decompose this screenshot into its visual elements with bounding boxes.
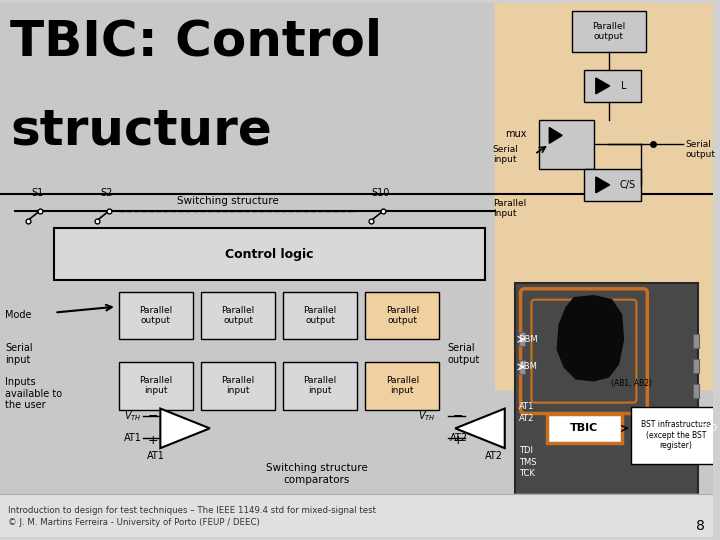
Text: Switching structure
comparators: Switching structure comparators — [266, 463, 368, 484]
Bar — [547, 414, 621, 443]
Text: Parallel
input: Parallel input — [386, 376, 419, 395]
Bar — [0, 494, 713, 537]
Text: TCK: TCK — [518, 469, 534, 478]
Text: TBIC: Control: TBIC: Control — [10, 18, 382, 66]
Bar — [365, 292, 439, 339]
Bar — [201, 292, 275, 339]
Text: Switching structure: Switching structure — [176, 195, 279, 206]
Text: AT1: AT1 — [146, 451, 164, 461]
Text: AT2: AT2 — [518, 414, 534, 423]
Text: Parallel
output: Parallel output — [592, 22, 625, 41]
Text: Parallel
output: Parallel output — [221, 306, 255, 325]
Text: ABM: ABM — [518, 362, 538, 372]
Text: Parallel
output: Parallel output — [304, 306, 337, 325]
Text: Parallel
input: Parallel input — [304, 376, 337, 395]
Text: TBIC: TBIC — [570, 423, 598, 434]
Text: Control logic: Control logic — [225, 248, 314, 261]
Text: Inputs
available to
the user: Inputs available to the user — [5, 377, 62, 410]
Polygon shape — [549, 127, 562, 143]
Text: Parallel
input: Parallel input — [139, 376, 173, 395]
Text: DBM: DBM — [518, 335, 539, 344]
Bar — [539, 119, 594, 169]
Text: Serial
input: Serial input — [5, 343, 32, 365]
Text: Mode: Mode — [5, 309, 32, 320]
Bar — [283, 362, 357, 409]
Text: AT2: AT2 — [485, 451, 503, 461]
Bar — [283, 292, 357, 339]
Text: S10: S10 — [372, 188, 390, 198]
Polygon shape — [596, 177, 610, 193]
Text: S1: S1 — [32, 188, 44, 198]
Text: +: + — [453, 434, 464, 447]
Text: (AB1, AB2): (AB1, AB2) — [611, 379, 652, 388]
Polygon shape — [455, 409, 505, 448]
Bar — [584, 70, 642, 102]
Text: Serial
output: Serial output — [447, 343, 480, 365]
Text: TDI: TDI — [518, 446, 533, 455]
Text: −: − — [453, 410, 464, 423]
Text: S2: S2 — [101, 188, 113, 198]
Text: TDO: TDO — [698, 424, 717, 433]
Bar — [631, 407, 720, 464]
Text: AT1: AT1 — [518, 402, 534, 411]
Text: $V_{TH}$: $V_{TH}$ — [418, 409, 436, 423]
Polygon shape — [596, 78, 610, 94]
Text: TMS: TMS — [518, 457, 536, 467]
Text: Serial
output: Serial output — [686, 139, 716, 159]
Bar — [584, 169, 642, 201]
Bar — [119, 362, 193, 409]
Text: Parallel
input: Parallel input — [493, 199, 526, 218]
Text: +: + — [148, 434, 158, 447]
Text: AT2: AT2 — [450, 433, 468, 443]
Bar — [518, 360, 525, 374]
Bar — [693, 334, 698, 348]
Bar — [55, 228, 485, 280]
Text: C/S: C/S — [619, 180, 636, 190]
Text: Introduction to design for test techniques – The IEEE 1149.4 std for mixed-signa: Introduction to design for test techniqu… — [8, 505, 376, 515]
Text: L: L — [621, 81, 626, 91]
Polygon shape — [161, 409, 210, 448]
Bar — [365, 362, 439, 409]
Text: © J. M. Martins Ferreira - University of Porto (FEUP / DEEC): © J. M. Martins Ferreira - University of… — [8, 518, 260, 528]
Text: Parallel
input: Parallel input — [221, 376, 255, 395]
Bar — [518, 332, 525, 346]
Text: $V_{TH}$: $V_{TH}$ — [124, 409, 142, 423]
Text: Parallel
output: Parallel output — [139, 306, 173, 325]
Text: BST infrastructure
(except the BST
register): BST infrastructure (except the BST regis… — [641, 420, 711, 450]
Bar — [693, 359, 698, 373]
Polygon shape — [557, 296, 624, 381]
Bar — [515, 283, 698, 496]
Text: 8: 8 — [696, 519, 705, 534]
Text: −: − — [148, 410, 158, 423]
Bar — [572, 11, 647, 52]
Text: mux: mux — [505, 130, 526, 139]
Bar — [119, 292, 193, 339]
Text: AT1: AT1 — [124, 433, 142, 443]
Text: Parallel
output: Parallel output — [386, 306, 419, 325]
Bar — [201, 362, 275, 409]
Polygon shape — [495, 3, 713, 389]
Text: structure: structure — [10, 107, 271, 154]
Bar — [693, 384, 698, 397]
Text: Serial
input: Serial input — [493, 145, 518, 164]
